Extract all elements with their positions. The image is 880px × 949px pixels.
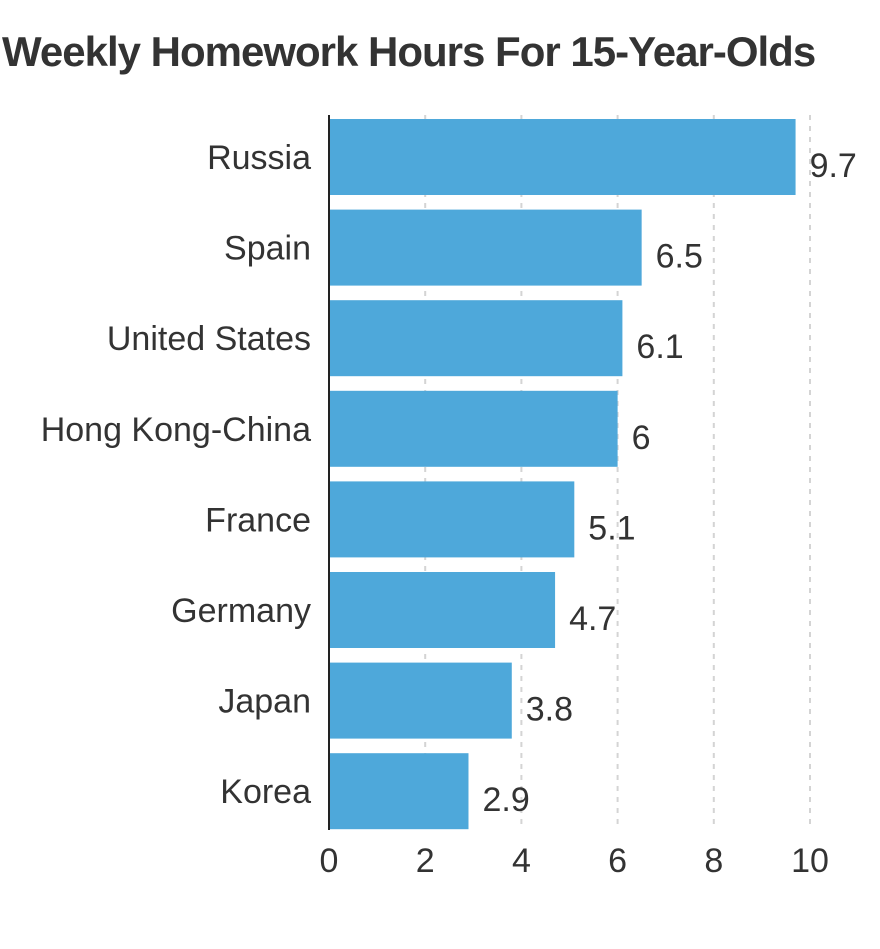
value-labels: 9.7 6.5 6.1 6 5.1 4.7 3.8 2.9 <box>482 147 856 819</box>
bar-germany <box>329 572 556 648</box>
value-label: 6.5 <box>656 238 703 276</box>
category-label: Russia <box>207 139 311 177</box>
x-tick-label: 4 <box>512 842 531 880</box>
chart-title: Weekly Homework Hours For 15-Year-Olds <box>2 28 816 75</box>
x-tick-label: 6 <box>608 842 627 880</box>
x-tick-label: 10 <box>791 842 829 880</box>
category-label: France <box>205 501 311 539</box>
bars <box>329 119 796 830</box>
bar-korea <box>329 753 469 830</box>
category-label: Japan <box>218 683 311 721</box>
x-tick-label: 8 <box>704 842 723 880</box>
category-label: Germany <box>171 592 311 630</box>
value-label: 6 <box>632 419 651 457</box>
category-label: Spain <box>224 230 311 268</box>
value-label: 4.7 <box>569 600 616 638</box>
bar-hong-kong-china <box>329 390 618 467</box>
bar-united-states <box>329 300 623 377</box>
category-label: Korea <box>220 773 311 811</box>
category-labels: Russia Spain United States Hong Kong-China F… <box>41 139 311 811</box>
category-label: Hong Kong-China <box>41 411 311 449</box>
value-label: 2.9 <box>482 781 529 819</box>
bar-japan <box>329 662 512 739</box>
x-tick-labels: 0 2 4 6 8 10 <box>320 842 829 880</box>
value-label: 5.1 <box>588 509 635 547</box>
bar-russia <box>329 119 796 195</box>
bar-spain <box>329 209 642 286</box>
x-tick-label: 2 <box>416 842 435 880</box>
value-label: 9.7 <box>810 147 857 185</box>
x-tick-label: 0 <box>320 842 339 880</box>
bar-france <box>329 481 575 558</box>
category-label: United States <box>107 320 311 358</box>
value-label: 6.1 <box>636 328 683 366</box>
value-label: 3.8 <box>526 691 573 729</box>
